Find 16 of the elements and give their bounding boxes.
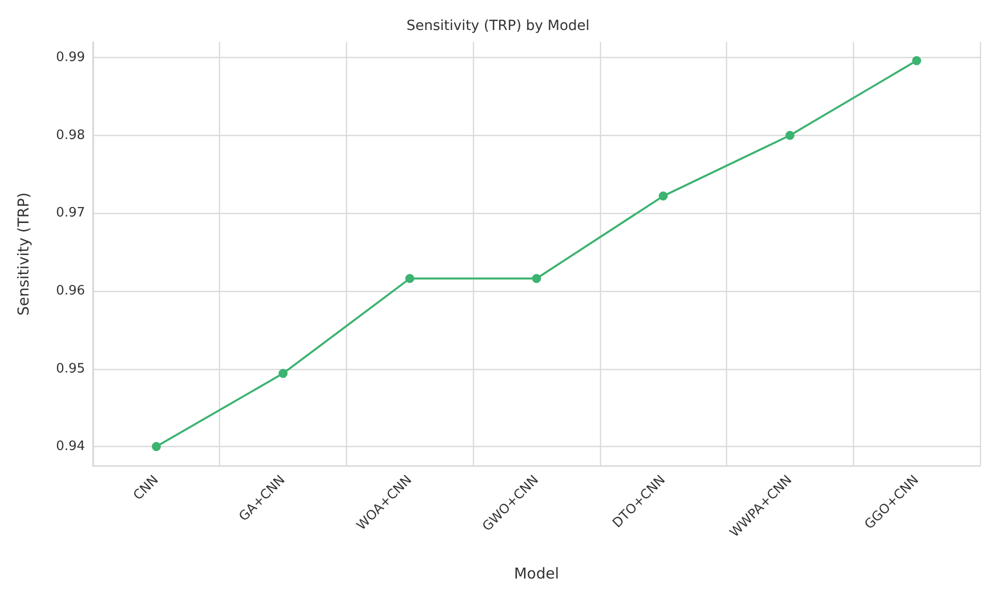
point (152, 442, 161, 452)
point (912, 56, 922, 66)
y-tick-label: 0.98 (56, 128, 85, 143)
point (532, 274, 541, 284)
y-tick-label: 0.97 (56, 206, 85, 221)
point (785, 130, 794, 140)
chart-title: Sensitivity (TRP) by Model (406, 18, 590, 34)
point (278, 368, 288, 378)
x-axis-title: Model (514, 564, 560, 582)
y-tick-label: 0.96 (56, 283, 85, 298)
y-tick-label: 0.94 (56, 439, 85, 454)
y-tick-label: 0.99 (56, 50, 85, 66)
y-axis-title: Sensitivity (TRP) (14, 192, 32, 316)
point (658, 192, 668, 201)
point (405, 274, 414, 284)
y-tick-label: 0.95 (56, 361, 85, 376)
